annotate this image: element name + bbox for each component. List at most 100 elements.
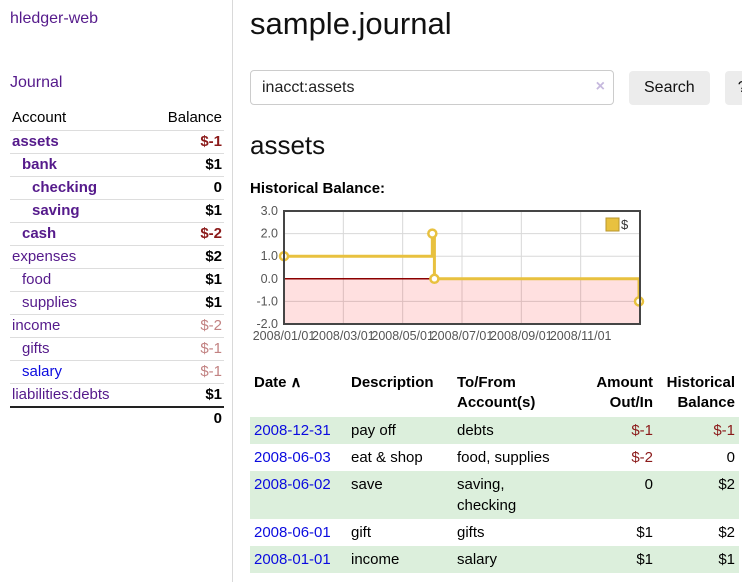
svg-text:2008/11/01: 2008/11/01 <box>550 329 612 343</box>
transaction-balance: $2 <box>718 524 735 541</box>
transaction-amount: $-2 <box>631 449 653 466</box>
transaction-date-cell: 2008-12-31 <box>250 417 347 444</box>
account-row: salary $-1 <box>10 360 224 384</box>
accounts-total-value: 0 <box>146 406 224 430</box>
transaction-balance: 0 <box>726 449 735 466</box>
transaction-description: gift <box>351 524 372 541</box>
account-balance: $-1 <box>146 337 224 361</box>
transaction-amount: $1 <box>636 551 653 568</box>
chart-title: Historical Balance: <box>250 180 386 197</box>
svg-text:$: $ <box>621 217 629 232</box>
col-date[interactable]: Date ∧ <box>254 374 302 391</box>
account-balance: $1 <box>146 291 224 315</box>
sidebar-account-food[interactable]: food <box>22 271 52 288</box>
sidebar-account-bank[interactable]: bank <box>22 156 58 173</box>
transaction-accounts: gifts <box>457 524 485 541</box>
account-row: food $1 <box>10 268 224 292</box>
svg-text:3.0: 3.0 <box>261 204 278 218</box>
transaction-description: pay off <box>351 422 396 439</box>
account-balance: $1 <box>146 153 224 177</box>
account-balance: $-1 <box>146 360 224 384</box>
transaction-balance: $1 <box>718 551 735 568</box>
account-balance: $-1 <box>146 130 224 154</box>
transaction-accounts: debts <box>457 422 494 439</box>
sidebar-account-liabilities-debts[interactable]: liabilities:debts <box>12 386 110 403</box>
transaction-date-link[interactable]: 2008-06-01 <box>254 524 331 541</box>
transaction-date-link[interactable]: 2008-01-01 <box>254 551 331 568</box>
clear-search-icon[interactable]: × <box>595 78 605 95</box>
sort-ascending-icon: ∧ <box>290 374 302 391</box>
svg-text:2008/03/01: 2008/03/01 <box>312 329 375 343</box>
chart-container: $3.0 2.0 1.0 0.0 -1.0 -2.0 2008/01/01 2008/03/0… <box>250 204 742 353</box>
transaction-date-link[interactable]: 2008-06-02 <box>254 476 331 493</box>
sidebar-account-expenses[interactable]: expenses <box>12 248 77 265</box>
transaction-accounts: food, supplies <box>457 449 550 466</box>
svg-text:1.0: 1.0 <box>261 249 278 263</box>
transaction-balance: $2 <box>718 476 735 493</box>
account-balance: $1 <box>146 268 224 292</box>
sidebar-account-income[interactable]: income <box>12 317 61 334</box>
account-row: gifts $-1 <box>10 337 224 361</box>
account-balance: $2 <box>146 245 224 269</box>
svg-text:2008/09/01: 2008/09/01 <box>490 329 553 343</box>
col-amount: Amount Out/In <box>596 374 653 411</box>
accounts-table: Account Balance assets $-1 bank $1 checking 0… <box>10 106 224 430</box>
sidebar-account-assets[interactable]: assets <box>12 133 59 150</box>
sidebar-account-gifts[interactable]: gifts <box>22 340 50 357</box>
col-balance: Historical Balance <box>666 374 735 411</box>
sidebar-account-saving[interactable]: saving <box>32 202 80 219</box>
account-balance: $-2 <box>146 222 224 246</box>
transaction-row: 2008-01-01 income salary $1 $1 <box>250 546 739 573</box>
account-row: income $-2 <box>10 314 224 338</box>
transaction-date-link[interactable]: 2008-12-31 <box>254 422 331 439</box>
transaction-row: 2008-06-02 save saving, checking 0 $2 <box>250 471 739 519</box>
historical-balance-chart: $3.0 2.0 1.0 0.0 -1.0 -2.02008/01/012008/03/0… <box>253 204 645 343</box>
search-input[interactable] <box>250 70 614 105</box>
account-row: supplies $1 <box>10 291 224 315</box>
main-content: sample.journal × Search ? assets Histori… <box>233 0 742 582</box>
transaction-description: income <box>351 551 400 568</box>
transaction-row: 2008-06-01 gift gifts $1 $2 <box>250 519 739 546</box>
help-button[interactable]: ? <box>724 70 742 105</box>
sidebar-account-supplies[interactable]: supplies <box>22 294 78 311</box>
page-title: sample.journal <box>250 6 452 41</box>
accounts-body: assets $-1 bank $1 checking 0 saving $1 cash $-2 e… <box>10 130 224 407</box>
search-button[interactable]: Search <box>629 70 710 105</box>
search-box: × <box>250 70 614 105</box>
transaction-accounts: salary <box>457 551 498 568</box>
search-form: × Search ? <box>250 70 742 105</box>
transaction-row: 2008-12-31 pay off debts $-1 $-1 <box>250 417 739 444</box>
transaction-description: eat & shop <box>351 449 423 466</box>
svg-text:-1.0: -1.0 <box>256 294 278 308</box>
register-table: Date ∧ Description To/From Account(s) Amo… <box>250 371 739 573</box>
svg-text:2008/05/01: 2008/05/01 <box>371 329 434 343</box>
transaction-amount: 0 <box>644 476 653 493</box>
sidebar-item-journal[interactable]: Journal <box>10 74 63 91</box>
transaction-date-cell: 2008-01-01 <box>250 546 347 573</box>
account-row: expenses $2 <box>10 245 224 269</box>
account-balance: $1 <box>146 383 224 407</box>
accounts-col-account: Account <box>12 109 67 126</box>
app-title-link[interactable]: hledger-web <box>10 10 99 27</box>
svg-text:2.0: 2.0 <box>261 227 278 241</box>
sidebar-account-cash[interactable]: cash <box>22 225 57 242</box>
transaction-description: save <box>351 476 383 493</box>
sidebar-account-salary[interactable]: salary <box>22 363 63 380</box>
account-balance: $-2 <box>146 314 224 338</box>
transaction-date-cell: 2008-06-01 <box>250 519 347 546</box>
col-accounts: To/From Account(s) <box>457 374 536 411</box>
col-description: Description <box>351 374 434 391</box>
transaction-date-link[interactable]: 2008-06-03 <box>254 449 331 466</box>
account-balance: $1 <box>146 199 224 223</box>
sidebar: hledger-web Journal Account Balance asse… <box>0 0 233 582</box>
svg-text:-2.0: -2.0 <box>256 317 278 331</box>
svg-text:0.0: 0.0 <box>261 272 278 286</box>
account-row: liabilities:debts $1 <box>10 383 224 407</box>
account-row: cash $-2 <box>10 222 224 246</box>
transaction-date-cell: 2008-06-02 <box>250 471 347 519</box>
account-heading: assets <box>250 130 326 160</box>
svg-text:2008/01/01: 2008/01/01 <box>253 329 316 343</box>
transaction-amount: $1 <box>636 524 653 541</box>
sidebar-account-checking[interactable]: checking <box>32 179 98 196</box>
svg-text:2008/07/01: 2008/07/01 <box>431 329 494 343</box>
